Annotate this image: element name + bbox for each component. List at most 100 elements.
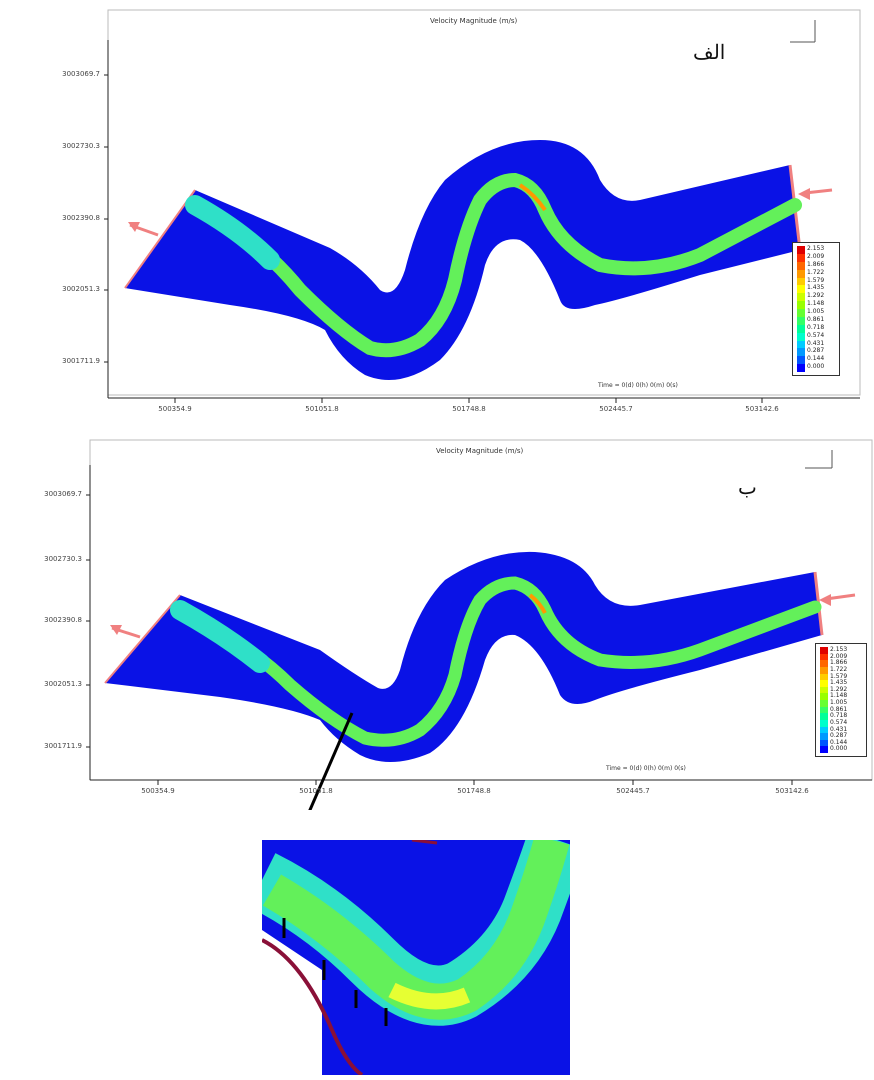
colorbar-legend: 2.153 2.009 1.866 1.722 1.579 1.435 1.292 1.148…	[815, 643, 867, 757]
x-tick-label: 503142.6	[745, 405, 779, 413]
colorbar-swatch	[797, 285, 805, 294]
panel-a-plot	[104, 9, 861, 403]
inlet-boundary	[124, 189, 196, 289]
colorbar-label: 2.153	[830, 646, 848, 653]
y-tick-label: 3002051.3	[44, 680, 82, 688]
x-tick-label: 501748.8	[452, 405, 486, 413]
panel-label: ب	[738, 475, 757, 499]
colorbar-label: 2.153	[807, 245, 825, 252]
inflow-arrow-right	[819, 593, 856, 606]
y-tick-label: 3002051.3	[62, 285, 100, 293]
colorbar-label: 0.144	[807, 355, 825, 363]
chart-title: Velocity Magnitude (m/s)	[430, 17, 518, 25]
zoom-top-edge	[411, 840, 438, 845]
colorbar-label: 0.287	[830, 732, 848, 740]
x-tick-label: 501748.8	[457, 787, 491, 795]
chart-title: Velocity Magnitude (m/s)	[436, 447, 524, 455]
colorbar-label: 0.861	[830, 705, 848, 713]
colorbar-swatch	[820, 706, 828, 714]
flow-hotspot	[528, 593, 547, 614]
colorbar-swatch	[797, 293, 805, 302]
colorbar-swatch	[820, 700, 828, 707]
colorbar-swatch	[820, 746, 828, 753]
colorbar-swatch	[797, 309, 805, 317]
colorbar-label: 0.431	[830, 725, 848, 733]
colorbar-label: 1.292	[830, 685, 848, 693]
panel-label: الف	[693, 40, 726, 64]
x-tick-label: 503142.6	[775, 787, 809, 795]
colorbar-swatch	[820, 739, 828, 747]
orientation-marker	[805, 450, 833, 469]
colorbar-swatch	[797, 301, 805, 309]
colorbar-label: 1.292	[807, 292, 825, 300]
colorbar-swatch	[820, 693, 828, 700]
x-tick-label: 502445.7	[616, 787, 650, 795]
colorbar-label: 1.722	[807, 268, 825, 276]
y-tick-label: 3002390.8	[44, 616, 82, 624]
colorbar-label: 1.005	[807, 308, 825, 315]
colorbar-swatch	[820, 733, 828, 740]
colorbar-label: 2.009	[830, 652, 848, 660]
y-tick-marks	[86, 494, 90, 748]
colorbar-label: 1.866	[807, 260, 825, 268]
zoom-flow-peak	[388, 982, 471, 1010]
inflow-arrow-left	[128, 222, 159, 237]
colorbar-swatch	[820, 680, 828, 687]
colorbar-label: 0.718	[830, 712, 848, 720]
colorbar-swatch	[797, 269, 805, 278]
colorbar-swatch	[820, 647, 828, 654]
colorbar-label: 1.148	[807, 300, 825, 308]
x-tick-label: 500354.9	[141, 787, 175, 795]
colorbar-label: 1.579	[807, 276, 825, 284]
x-tick-marks	[157, 780, 793, 785]
orientation-marker	[790, 20, 816, 43]
colorbar-label: 1.435	[830, 679, 848, 687]
y-tick-marks	[104, 74, 108, 363]
y-tick-label: 3003069.7	[44, 490, 82, 498]
time-label: Time = 0(d) 0(h) 0(m) 0(s)	[598, 382, 678, 389]
colorbar-label: 1.866	[830, 659, 848, 667]
zoom-inset-plot	[262, 840, 570, 1075]
y-tick-label: 3002730.3	[62, 142, 100, 150]
zoom-pointer-arrow	[308, 712, 354, 810]
colorbar-swatch	[797, 332, 805, 341]
colorbar-label: 0.000	[807, 363, 825, 371]
colorbar-label: 1.579	[830, 672, 848, 680]
colorbar-swatch	[820, 666, 828, 674]
colorbar-label: 0.144	[830, 738, 848, 746]
colorbar-swatch	[820, 653, 828, 661]
time-label: Time = 0(d) 0(h) 0(m) 0(s)	[606, 765, 686, 772]
flow-core	[188, 172, 802, 358]
colorbar-label: 0.574	[830, 718, 848, 726]
panel-b: Velocity Magnitude (m/s) ب 3003069.7 300…	[0, 435, 874, 810]
colorbar-label: 0.574	[807, 331, 825, 339]
flow-hotspot	[518, 183, 547, 212]
flow-core	[173, 576, 822, 747]
y-tick-label: 3002390.8	[62, 214, 100, 222]
colorbar-label: 1.148	[830, 692, 848, 700]
panel-a: Velocity Magnitude (m/s) الف 3003069.7 3…	[0, 0, 874, 420]
colorbar-label: 1.005	[830, 699, 848, 706]
x-tick-label: 500354.9	[158, 405, 192, 413]
y-tick-label: 3001711.9	[62, 357, 100, 365]
colorbar-swatch	[820, 686, 828, 694]
colorbar-label: 2.009	[807, 252, 825, 260]
colorbar-swatch	[797, 246, 805, 254]
colorbar-swatch	[797, 364, 805, 372]
zoom-structures	[282, 918, 388, 1026]
zoom-inset	[262, 840, 570, 1075]
colorbar-label: 0.287	[807, 347, 825, 355]
colorbar-label: 0.431	[807, 339, 825, 347]
panel-b-plot	[86, 439, 873, 810]
colorbar-swatch	[797, 340, 805, 349]
colorbar-label: 0.000	[830, 745, 848, 753]
colorbar-swatch	[797, 277, 805, 286]
y-tick-label: 3003069.7	[62, 70, 100, 78]
colorbar-swatch	[797, 316, 805, 325]
colorbar-label: 1.722	[830, 665, 848, 673]
colorbar-label: 1.435	[807, 284, 825, 292]
colorbar-swatch	[820, 673, 828, 681]
x-tick-marks	[174, 398, 763, 403]
zoom-bank-edge	[262, 938, 364, 1075]
colorbar-swatch	[820, 660, 828, 667]
